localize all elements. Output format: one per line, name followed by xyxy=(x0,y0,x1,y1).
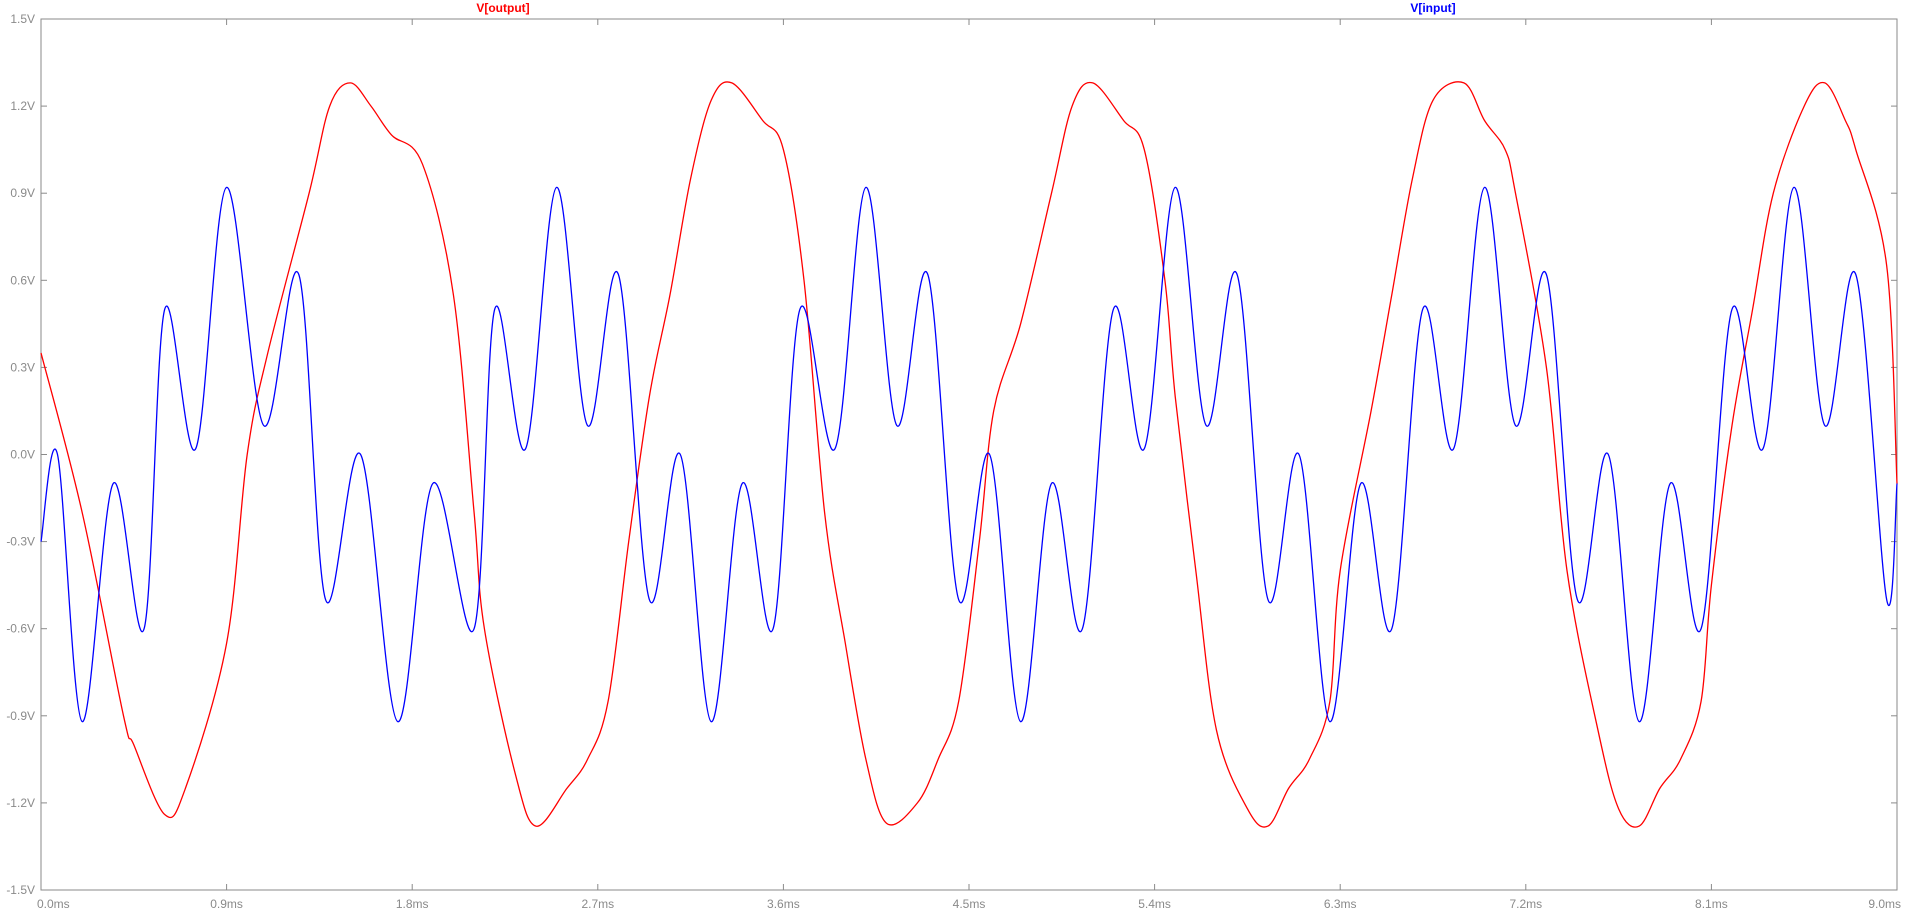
y-axis: 1.5V 1.2V 0.9V 0.6V 0.3V 0.0V -0.3V -0.6V -0.9V -… xyxy=(6,12,1897,897)
legend-entry-output[interactable]: V[output] xyxy=(476,1,529,15)
x-tick-label: 4.5ms xyxy=(953,897,986,911)
series-line-input xyxy=(40,186,1898,723)
plot-area[interactable] xyxy=(40,18,1898,891)
y-tick-label: -0.3V xyxy=(6,535,35,549)
y-tick-label: 0.3V xyxy=(10,360,35,374)
y-tick-label: -0.6V xyxy=(6,622,35,636)
legend: V[output] V[input] xyxy=(476,1,1455,15)
y-tick-label: -0.9V xyxy=(6,709,35,723)
y-tick-label: 0.0V xyxy=(10,448,35,462)
series-layer xyxy=(40,81,1898,828)
y-tick-label: 0.6V xyxy=(10,273,35,287)
x-tick-label: 3.6ms xyxy=(767,897,800,911)
x-tick-label: 8.1ms xyxy=(1695,897,1728,911)
y-tick-label: 0.9V xyxy=(10,186,35,200)
legend-entry-input[interactable]: V[input] xyxy=(1410,1,1455,15)
x-tick-label: 2.7ms xyxy=(581,897,614,911)
x-axis: 0.0ms 0.9ms 1.8ms 2.7ms 3.6ms 4.5ms 5.4ms 6.3ms… xyxy=(37,19,1901,911)
x-tick-label: 5.4ms xyxy=(1138,897,1171,911)
x-tick-label: 0.0ms xyxy=(37,897,70,911)
y-tick-label: 1.5V xyxy=(10,12,35,26)
x-tick-label: 6.3ms xyxy=(1324,897,1357,911)
y-tick-label: 1.2V xyxy=(10,99,35,113)
x-tick-label: 7.2ms xyxy=(1509,897,1542,911)
x-tick-label: 0.9ms xyxy=(210,897,243,911)
y-tick-label: -1.5V xyxy=(6,883,35,897)
x-tick-label: 1.8ms xyxy=(396,897,429,911)
series-line-output xyxy=(40,81,1898,828)
y-tick-label: -1.2V xyxy=(6,796,35,810)
x-tick-label: 9.0ms xyxy=(1868,897,1901,911)
